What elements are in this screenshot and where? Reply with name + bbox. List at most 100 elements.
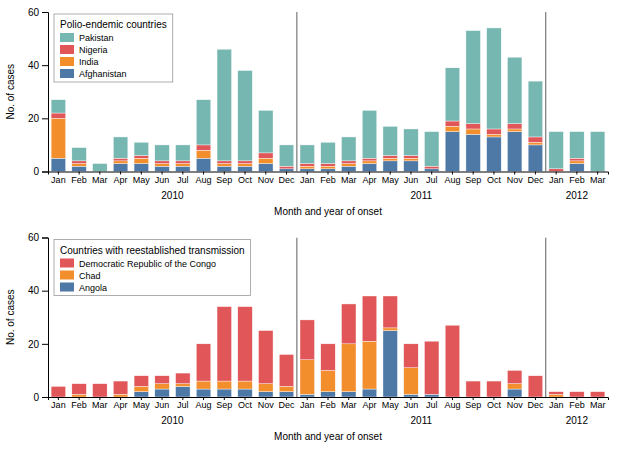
tick-label: Jan (51, 175, 66, 185)
tick-mark (42, 172, 48, 173)
bar (134, 142, 149, 155)
tick: Nov (258, 172, 275, 185)
tick-label: Jun (404, 175, 419, 185)
bar (383, 296, 398, 328)
tick-label: Dec (527, 175, 544, 185)
bar (507, 389, 522, 397)
tick-label: Sep (465, 175, 481, 185)
bar (321, 344, 336, 371)
tick: Feb (320, 397, 336, 410)
bar (487, 129, 502, 134)
bar (341, 137, 356, 161)
bar (507, 57, 522, 123)
bar (155, 145, 170, 161)
bar (113, 164, 128, 172)
bar (590, 132, 605, 172)
tick-label: Nov (507, 175, 524, 185)
bar (217, 307, 232, 381)
bar (113, 381, 128, 394)
bar (155, 389, 170, 397)
tick-label: Jul (177, 400, 189, 410)
bar (487, 28, 502, 129)
tick: Aug (196, 172, 212, 185)
y-axis-title: No. of cases (5, 64, 16, 120)
tick: Mar (92, 397, 108, 410)
tick-label: Sep (216, 400, 232, 410)
bar (321, 392, 336, 397)
bar (51, 386, 66, 397)
tick: Jun (404, 172, 419, 185)
bar (362, 389, 377, 397)
bar (259, 153, 274, 158)
year-divider (545, 238, 546, 398)
legend-label: Nigeria (79, 45, 108, 55)
bar (72, 161, 87, 164)
bar (196, 344, 211, 381)
tick: Feb (569, 397, 585, 410)
bar (445, 132, 460, 172)
bar (113, 158, 128, 161)
bar (279, 354, 294, 386)
bar (155, 166, 170, 171)
tick-label: Oct (238, 400, 253, 410)
tick-mark (42, 291, 48, 292)
tick: Sep (465, 172, 481, 185)
y-axis: 0204060 (28, 7, 49, 178)
tick: Aug (444, 172, 460, 185)
bar (528, 142, 543, 145)
bar (259, 392, 274, 397)
legend-title: Countries with reestablished transmissio… (60, 245, 245, 256)
bar (217, 164, 232, 167)
tick-label: Mar (341, 400, 357, 410)
legend-swatch (60, 45, 74, 54)
tick: Mar (590, 397, 606, 410)
tick: 20 (28, 339, 48, 350)
tick: 0 (33, 392, 48, 403)
bar (424, 132, 439, 167)
bar (507, 124, 522, 129)
plot-area: JanFebMarAprMayJunJulAugSepOctNovDecJanF… (5, 232, 609, 442)
bar (259, 164, 274, 172)
bar (134, 386, 149, 391)
series (51, 118, 584, 169)
bar (570, 392, 585, 397)
bar (155, 376, 170, 384)
tick-label: 40 (28, 60, 40, 71)
axis-line (42, 13, 49, 173)
tick-label: Aug (196, 175, 212, 185)
bar (362, 110, 377, 158)
bar (321, 169, 336, 172)
tick: Apr (114, 397, 128, 410)
tick: Mar (92, 172, 108, 185)
tick: Sep (216, 172, 232, 185)
legend-body: Countries with reestablished transmissio… (60, 245, 245, 293)
year-label: 2012 (566, 190, 589, 201)
tick-label: Aug (444, 175, 460, 185)
tick: Dec (527, 397, 544, 410)
legend-swatch (60, 271, 74, 280)
bar (528, 137, 543, 142)
legend-swatch (60, 57, 74, 66)
tick: 60 (28, 232, 48, 243)
legend-frame (54, 14, 173, 82)
bar (404, 394, 419, 397)
bar (196, 158, 211, 171)
tick-mark (42, 238, 48, 239)
bar (362, 341, 377, 389)
bar (445, 68, 460, 121)
legend: Polio-endemic countriesPakistanNigeriaIn… (54, 14, 173, 82)
tick-label: Feb (71, 400, 87, 410)
tick: Mar (341, 397, 357, 410)
bar (134, 392, 149, 397)
tick: Jun (155, 172, 170, 185)
tick-label: Jul (426, 400, 438, 410)
bar (362, 164, 377, 172)
legend-label: India (79, 57, 99, 67)
tick-label: Dec (279, 175, 296, 185)
bar (362, 158, 377, 161)
marks (51, 12, 605, 172)
bar (72, 164, 87, 167)
bar (217, 49, 232, 161)
tick: Apr (362, 172, 376, 185)
bar (196, 381, 211, 389)
